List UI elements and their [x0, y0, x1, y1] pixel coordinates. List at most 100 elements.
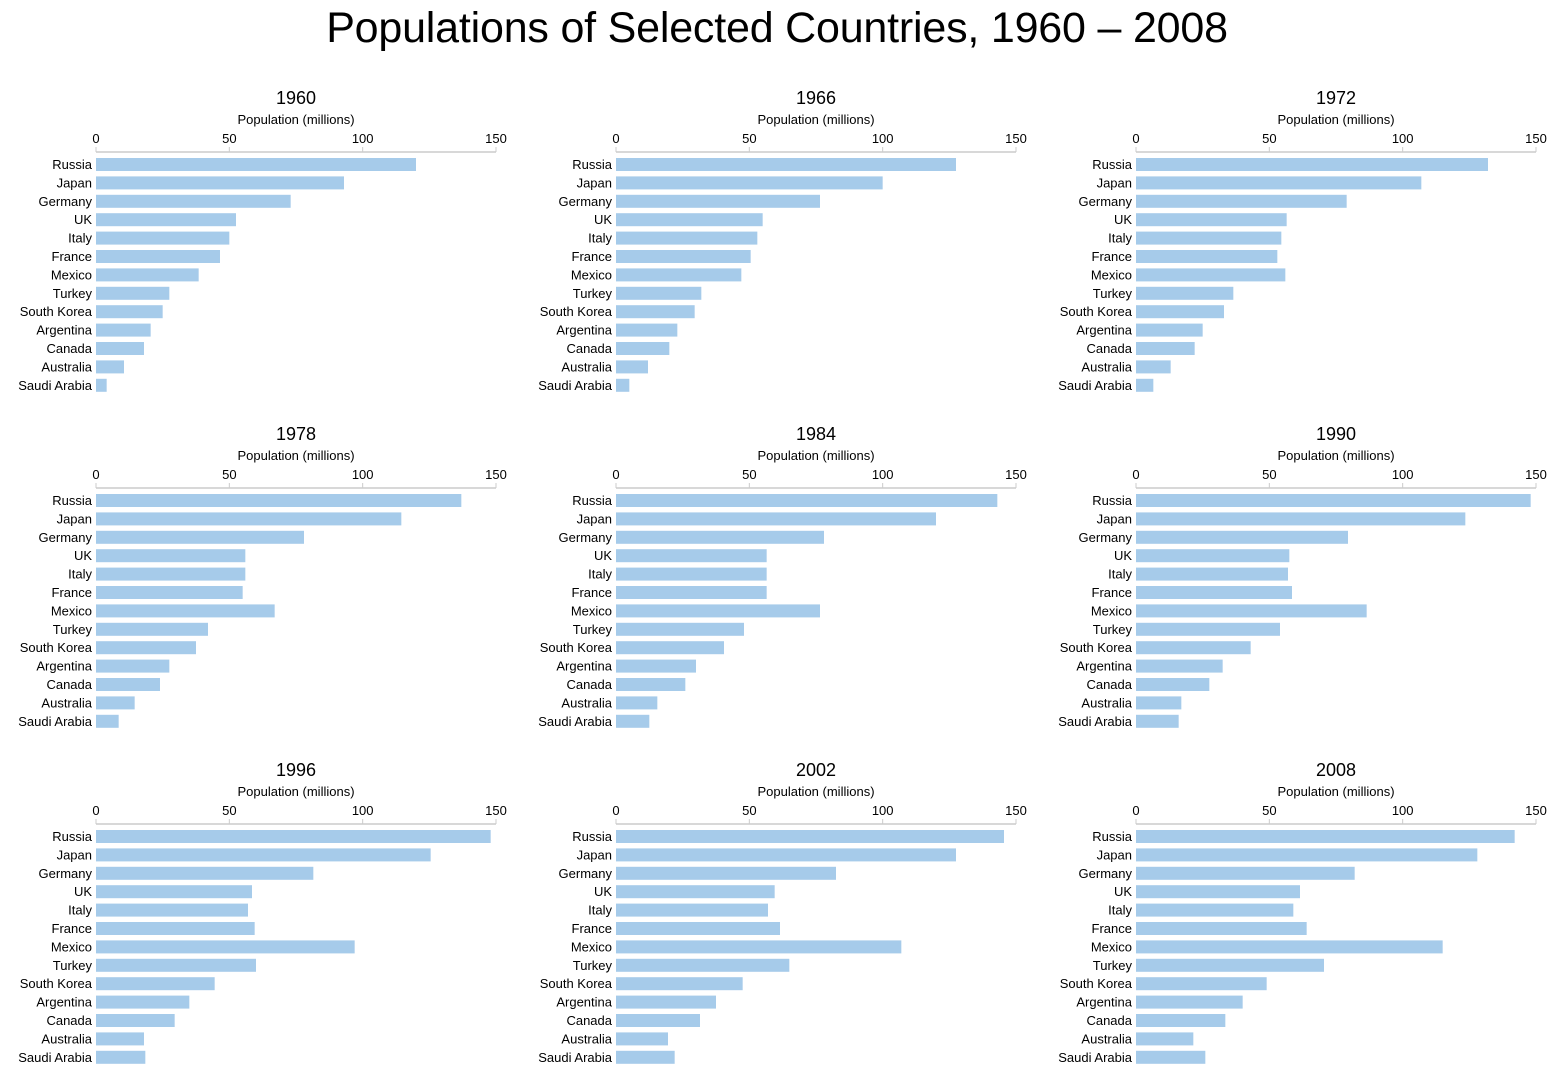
bar	[96, 586, 243, 599]
category-label: Argentina	[36, 323, 92, 338]
x-tick-label: 50	[1262, 803, 1276, 818]
bar	[96, 360, 124, 374]
bar	[96, 286, 170, 300]
bar	[96, 1032, 144, 1046]
category-label: Mexico	[571, 603, 612, 618]
category-label: Saudi Arabia	[18, 714, 92, 729]
x-tick-label: 150	[1525, 131, 1547, 146]
x-tick-label: 100	[352, 131, 374, 146]
bar	[1136, 714, 1179, 728]
category-label: Australia	[1081, 1031, 1132, 1046]
category-label: Saudi Arabia	[1058, 714, 1132, 729]
bar	[616, 158, 956, 171]
bar	[96, 176, 344, 190]
category-label: South Korea	[540, 976, 613, 991]
category-label: Germany	[1079, 866, 1133, 881]
x-tick-label: 100	[1392, 131, 1414, 146]
bar	[1136, 342, 1195, 355]
category-label: Japan	[57, 511, 92, 526]
x-tick-label: 50	[1262, 467, 1276, 482]
category-label: Germany	[559, 866, 613, 881]
category-label: Mexico	[51, 603, 92, 618]
x-axis-label: Population (millions)	[757, 784, 874, 799]
bar	[616, 342, 670, 355]
bar	[1136, 922, 1307, 935]
bar	[96, 885, 252, 899]
x-tick-label: 0	[1132, 131, 1139, 146]
bar	[96, 567, 246, 581]
bar	[96, 659, 170, 673]
category-label: Canada	[46, 677, 92, 692]
bar	[616, 922, 780, 935]
category-label: Canada	[566, 1013, 612, 1028]
bar	[616, 494, 998, 507]
bar	[96, 305, 163, 319]
bar	[96, 714, 119, 728]
bar	[616, 866, 836, 880]
category-label: France	[572, 249, 612, 264]
category-label: Saudi Arabia	[1058, 1050, 1132, 1065]
category-label: Japan	[1097, 847, 1132, 862]
bar	[1136, 958, 1324, 972]
category-label: Mexico	[1091, 939, 1132, 954]
bar	[96, 830, 491, 843]
category-label: Japan	[577, 847, 612, 862]
category-label: Canada	[566, 341, 612, 356]
category-label: Japan	[577, 175, 612, 190]
bar	[616, 530, 824, 544]
bar	[616, 659, 696, 673]
bar	[616, 696, 658, 710]
bar	[616, 848, 956, 862]
category-label: Germany	[39, 530, 93, 545]
category-label: Mexico	[1091, 267, 1132, 282]
bar	[1136, 604, 1367, 618]
bar	[1136, 866, 1355, 880]
bar	[1136, 622, 1280, 636]
bar	[1136, 903, 1294, 917]
panel-title: 2008	[1316, 760, 1356, 780]
category-label: Russia	[1092, 493, 1133, 508]
x-tick-label: 50	[742, 803, 756, 818]
x-tick-label: 100	[872, 467, 894, 482]
bar	[1136, 305, 1224, 319]
bar	[616, 604, 820, 618]
category-label: Turkey	[1093, 286, 1133, 301]
category-label: Australia	[1081, 359, 1132, 374]
bar	[96, 512, 402, 526]
bar	[96, 378, 107, 392]
category-label: South Korea	[20, 976, 93, 991]
bar	[616, 250, 751, 263]
bar	[96, 940, 355, 954]
bar	[616, 268, 742, 282]
category-label: Japan	[1097, 175, 1132, 190]
x-axis-label: Population (millions)	[237, 112, 354, 127]
category-label: Australia	[561, 1031, 612, 1046]
category-label: Canada	[46, 341, 92, 356]
category-label: France	[1092, 249, 1132, 264]
bar	[1136, 286, 1234, 300]
bar	[96, 231, 230, 245]
bar	[616, 1014, 700, 1027]
bar	[1136, 1032, 1194, 1046]
x-tick-label: 100	[1392, 467, 1414, 482]
x-tick-label: 0	[92, 803, 99, 818]
bar	[96, 622, 208, 636]
bar	[96, 268, 199, 282]
category-label: Mexico	[51, 939, 92, 954]
x-axis-label: Population (millions)	[237, 784, 354, 799]
category-label: Australia	[561, 695, 612, 710]
category-label: Canada	[46, 1013, 92, 1028]
category-label: Germany	[39, 194, 93, 209]
category-label: UK	[1114, 548, 1132, 563]
bar	[616, 567, 767, 581]
category-label: Japan	[577, 511, 612, 526]
bar	[616, 305, 695, 319]
bar	[616, 231, 758, 245]
bar	[1136, 885, 1300, 899]
bar	[96, 194, 291, 208]
category-label: Saudi Arabia	[538, 378, 612, 393]
bar	[96, 958, 256, 972]
chart-title: Populations of Selected Countries, 1960 …	[326, 4, 1228, 52]
category-label: Turkey	[1093, 958, 1133, 973]
panel-title: 1984	[796, 424, 836, 444]
